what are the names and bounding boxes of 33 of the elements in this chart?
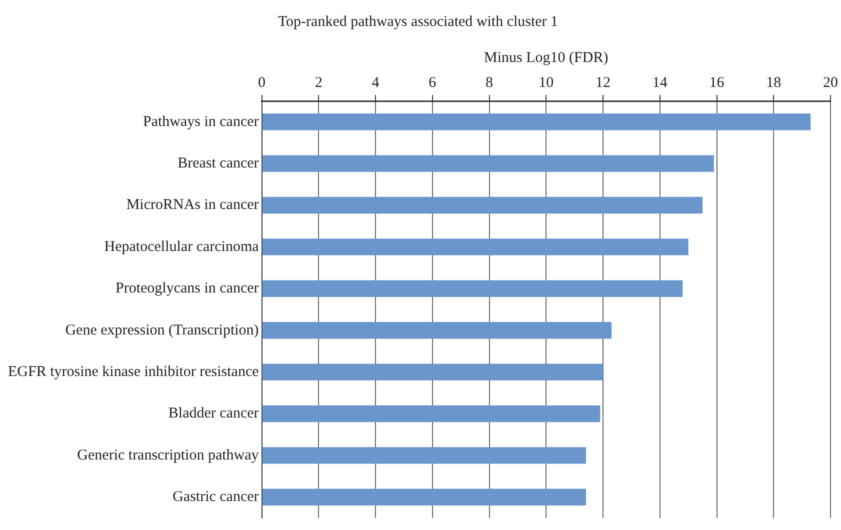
bar (262, 322, 612, 339)
bar (262, 155, 714, 172)
chart-title: Top-ranked pathways associated with cluster 1 (278, 14, 558, 30)
x-tick-label: 4 (372, 74, 380, 91)
x-tick-label: 12 (596, 74, 611, 91)
x-tick-label: 10 (538, 74, 554, 91)
bar (262, 238, 688, 256)
bar (262, 364, 604, 380)
bar (262, 447, 586, 464)
bar (262, 488, 586, 506)
y-tick-label: Breast cancer (178, 155, 259, 172)
x-tick-label: 0 (258, 74, 266, 91)
x-tick-label: 16 (709, 74, 725, 91)
bar (262, 114, 811, 130)
x-tick-label: 2 (314, 74, 322, 91)
y-tick-label: Generic transcription pathway (77, 447, 260, 464)
x-tick-label: 14 (652, 74, 668, 91)
x-tick-label: 6 (428, 74, 437, 91)
bar (262, 280, 683, 297)
y-tick-label: Gastric cancer (172, 489, 259, 506)
y-tick-label: Proteoglycans in cancer (116, 280, 259, 297)
y-tick-label: Pathways in cancer (142, 114, 259, 130)
bar (262, 405, 600, 422)
y-tick-label: Gene expression (Transcription) (65, 322, 259, 338)
y-tick-label: Hepatocellular carcinoma (104, 238, 260, 255)
bar (262, 196, 703, 214)
x-axis-title: Minus Log10 (FDR) (484, 50, 608, 66)
y-tick-label: EGFR tyrosine kinase inhibitor resistance (8, 364, 260, 380)
y-tick-label: MicroRNAs in cancer (126, 197, 259, 214)
x-tick-label: 18 (766, 74, 782, 91)
x-tick-label: 20 (823, 74, 838, 91)
y-tick-label: Bladder cancer (168, 406, 259, 422)
x-tick-label: 8 (486, 74, 494, 91)
